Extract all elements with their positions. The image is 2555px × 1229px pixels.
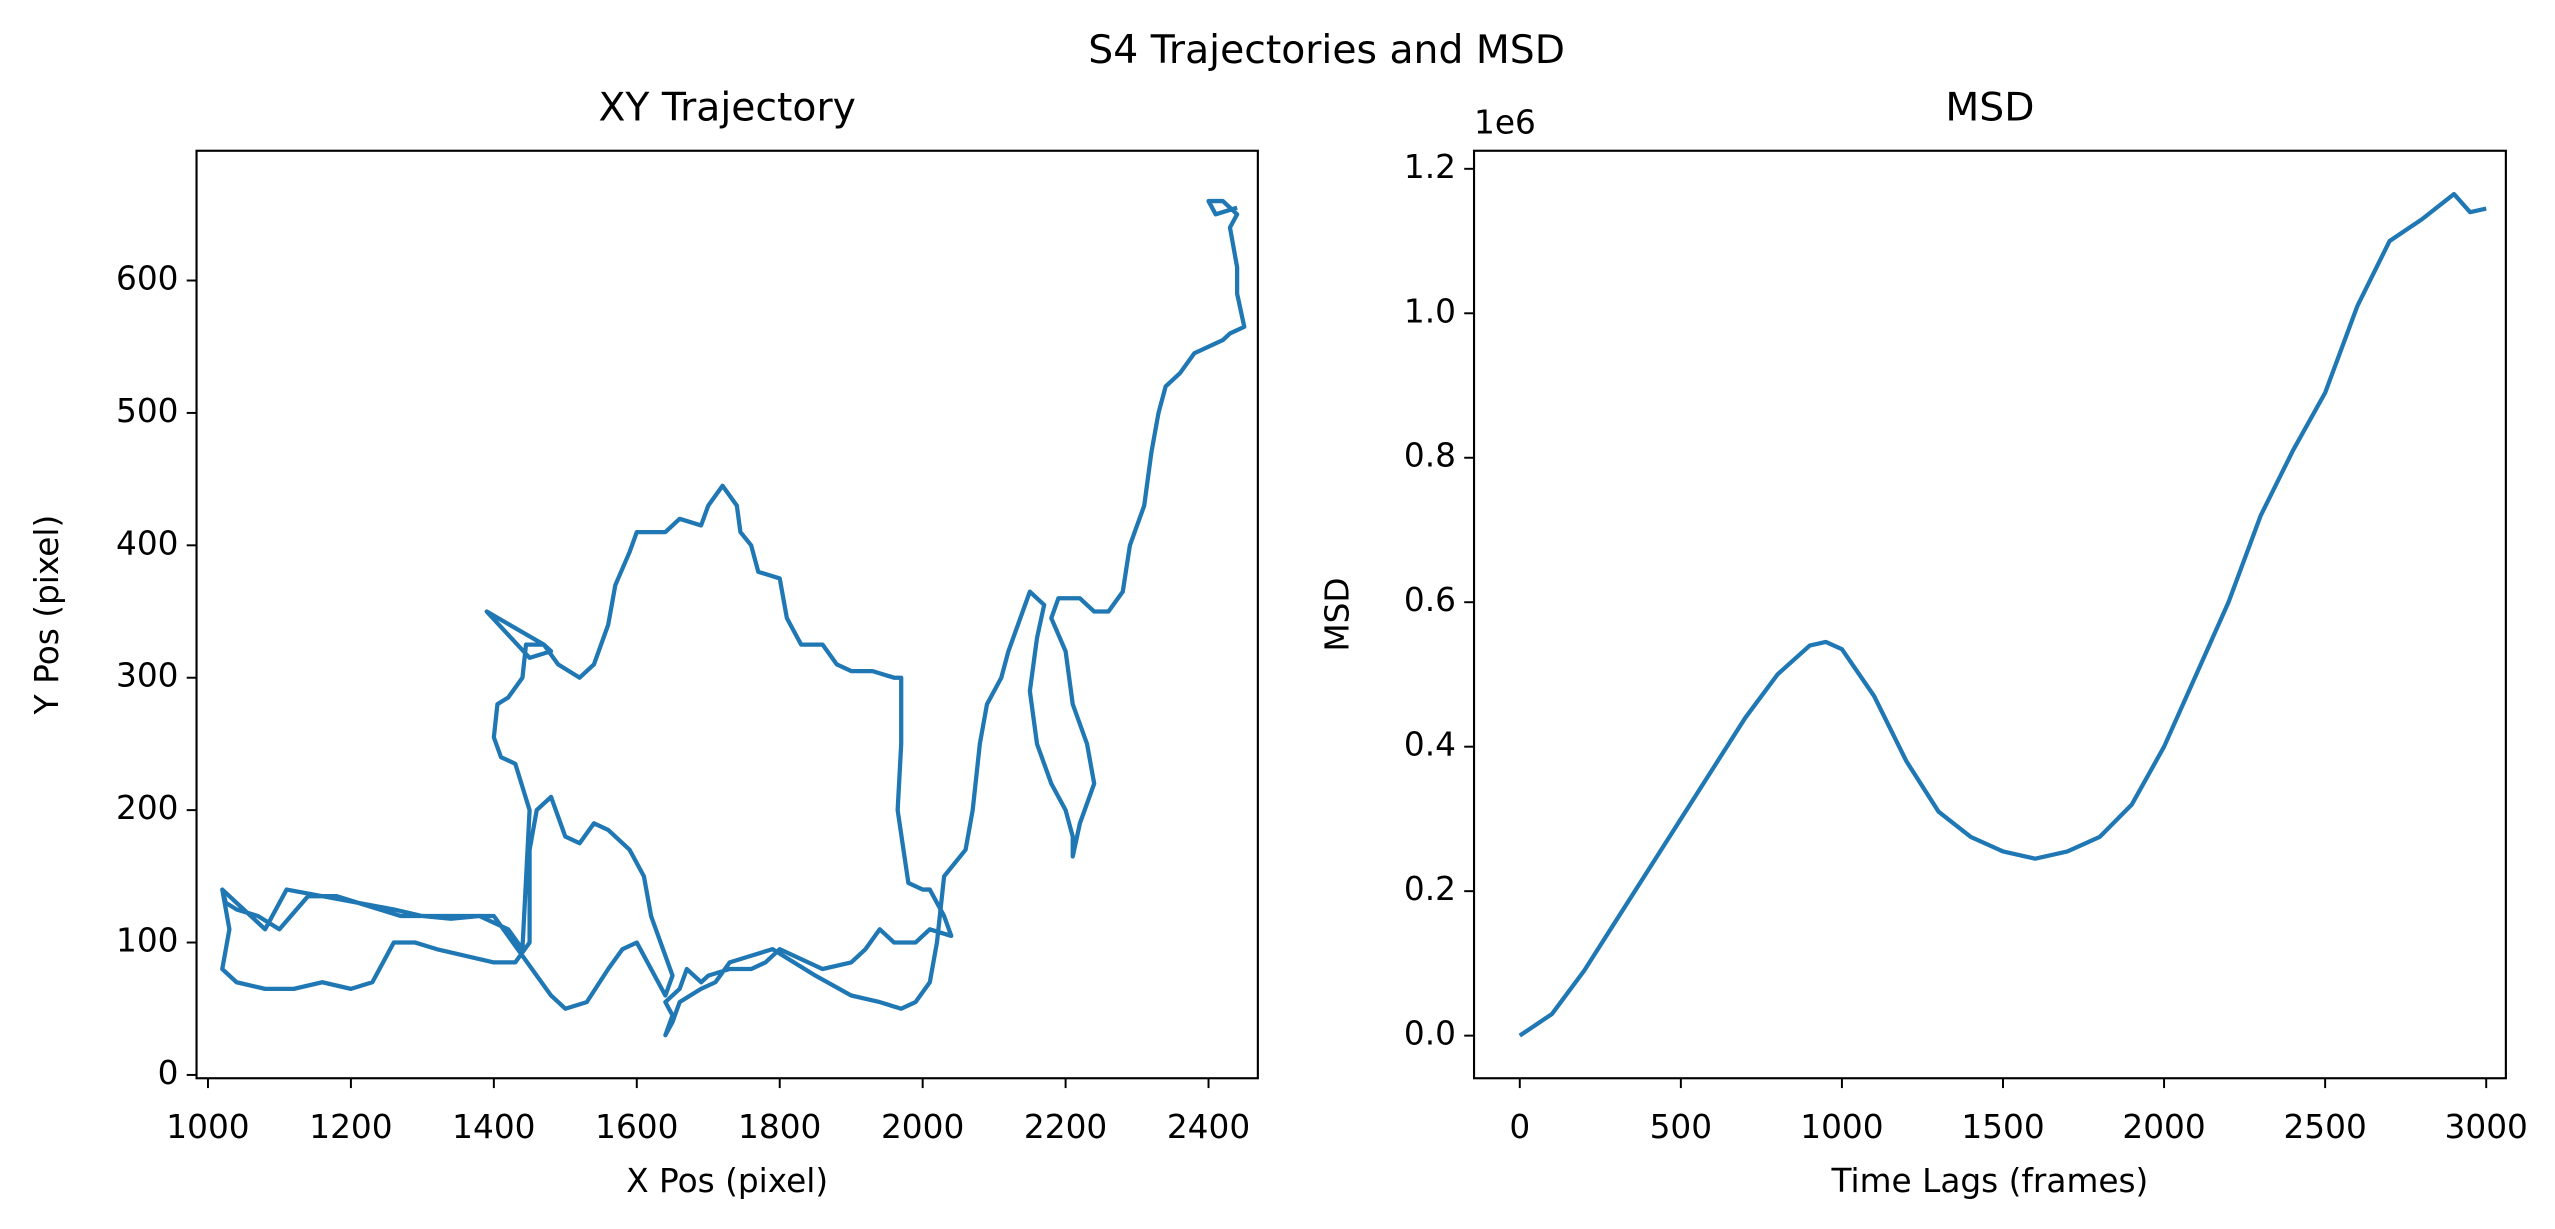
y-tick-label: 200 (116, 789, 178, 827)
y-axis-label: MSD (1319, 577, 1357, 651)
chart-title: XY Trajectory (598, 85, 855, 130)
plot-frame (195, 149, 1259, 1080)
y-tick-label: 0.2 (1404, 870, 1456, 908)
x-tick-label: 500 (1650, 1108, 1712, 1146)
x-tick-label: 1800 (738, 1108, 821, 1146)
y-tick-label: 400 (116, 524, 178, 562)
y-tick-label: 1.0 (1404, 292, 1456, 330)
x-axis-label: X Pos (pixel) (626, 1162, 828, 1200)
x-tick-label: 2400 (1167, 1108, 1250, 1146)
y-tick-label: 100 (116, 922, 178, 960)
x-tick-label: 1500 (1961, 1108, 2044, 1146)
data-line (220, 198, 1247, 1038)
x-tick-label: 1200 (309, 1108, 392, 1146)
y-tick-label: 500 (116, 392, 178, 430)
y-tick-label: 0.0 (1404, 1015, 1456, 1053)
y-tick-label: 0.6 (1404, 581, 1456, 619)
x-tick-label: 2500 (2283, 1108, 2366, 1146)
x-tick-label: 1400 (452, 1108, 535, 1146)
plot-frame (1472, 149, 2507, 1080)
y-tick-label: 0.4 (1404, 726, 1456, 764)
x-tick-label: 1600 (595, 1108, 678, 1146)
x-tick-label: 1000 (1800, 1108, 1883, 1146)
y-tick-label: 600 (116, 260, 178, 298)
y-tick-label: 0 (158, 1054, 179, 1092)
y-axis-label: Y Pos (pixel) (28, 515, 66, 716)
chart-title: MSD (1945, 85, 2034, 130)
x-tick-label: 3000 (2445, 1108, 2528, 1146)
x-tick-label: 2000 (881, 1108, 964, 1146)
y-tick-label: 0.8 (1404, 437, 1456, 475)
data-line (1518, 191, 2487, 1038)
x-tick-label: 2200 (1024, 1108, 1107, 1146)
y-tick-label: 300 (116, 657, 178, 695)
figure-title: S4 Trajectories and MSD (1088, 28, 1565, 73)
x-tick-label: 1000 (166, 1108, 249, 1146)
y-tick-label: 1.2 (1404, 148, 1456, 186)
x-axis-label: Time Lags (frames) (1831, 1162, 2149, 1200)
y-offset-label: 1e6 (1474, 104, 1536, 142)
x-tick-label: 0 (1509, 1108, 1530, 1146)
x-tick-label: 2000 (2122, 1108, 2205, 1146)
